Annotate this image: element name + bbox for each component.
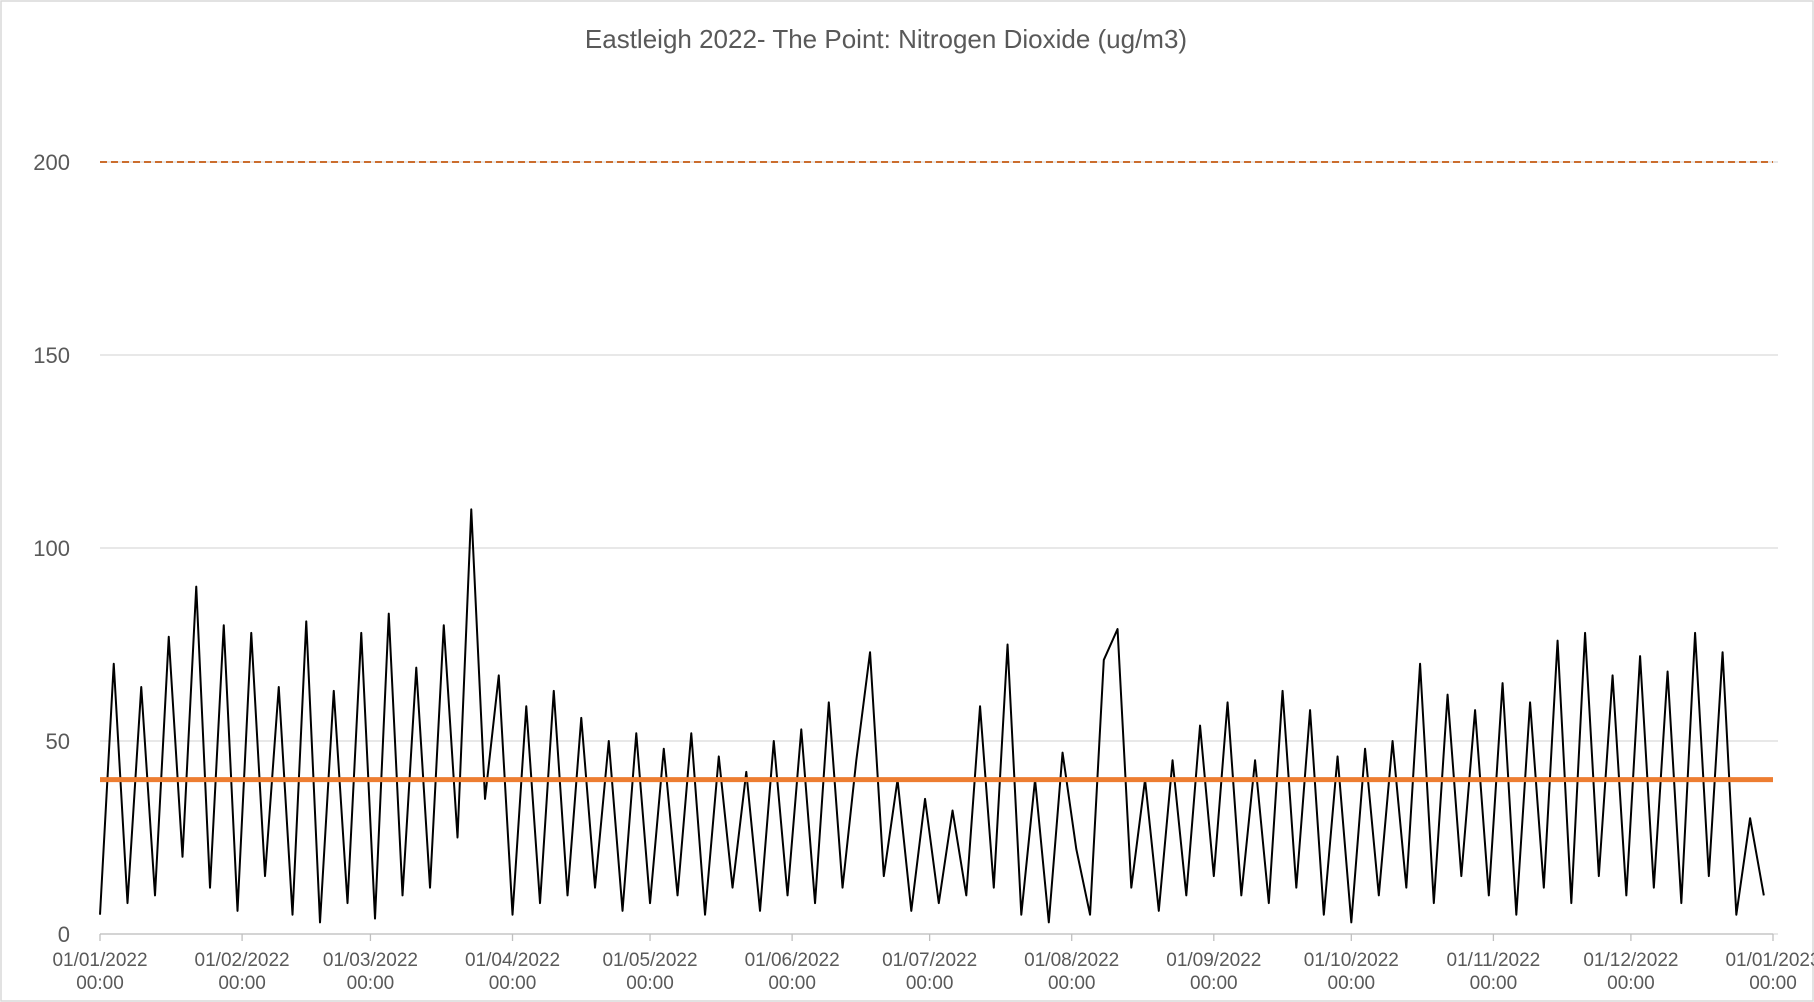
- x-tick-label: 01/11/2022 00:00: [1447, 950, 1541, 994]
- x-tick-label: 01/04/2022 00:00: [465, 950, 560, 994]
- x-tick-label-line: 01/11/2022: [1447, 950, 1541, 971]
- x-tick-label-line: 00:00: [347, 973, 395, 994]
- data-line: [99, 508, 1765, 924]
- x-tick-label: 01/07/2022 00:00: [882, 950, 977, 994]
- x-tick-label-line: 00:00: [1190, 973, 1238, 994]
- y-tick-label: 150: [33, 343, 70, 368]
- x-tick-label-line: 00:00: [1470, 973, 1518, 994]
- x-tick-label: 01/01/2022 00:00: [52, 950, 147, 994]
- x-tick-label: 01/08/2022 00:00: [1024, 950, 1119, 994]
- x-tick-label-line: 01/01/2023: [1725, 950, 1814, 971]
- x-tick-label-line: 01/12/2022: [1583, 950, 1678, 971]
- x-tick-label: 01/05/2022 00:00: [602, 950, 697, 994]
- y-tick-label: 100: [33, 536, 70, 561]
- x-tick-label-line: 00:00: [1048, 973, 1096, 994]
- x-tick-label-line: 00:00: [626, 973, 674, 994]
- x-tick-label-line: 00:00: [489, 973, 537, 994]
- x-tick-label: 01/03/2022 00:00: [323, 950, 418, 994]
- x-tick-label-line: 01/06/2022: [745, 950, 840, 971]
- x-tick-label-line: 00:00: [76, 973, 124, 994]
- x-tick-label-line: 01/09/2022: [1166, 950, 1261, 971]
- x-tick-label-line: 00:00: [1607, 973, 1655, 994]
- x-tick-label-line: 00:00: [906, 973, 954, 994]
- x-tick-label: 01/12/2022 00:00: [1583, 950, 1678, 994]
- x-tick-label-line: 01/10/2022: [1304, 950, 1399, 971]
- x-tick-label-line: 01/07/2022: [882, 950, 977, 971]
- x-tick-label: 01/02/2022 00:00: [195, 950, 290, 994]
- x-tick-label-line: 01/03/2022: [323, 950, 418, 971]
- y-tick-label: 50: [46, 729, 70, 754]
- x-tick-label-line: 01/05/2022: [602, 950, 697, 971]
- x-tick-label: 01/09/2022 00:00: [1166, 950, 1261, 994]
- y-tick-label: 200: [33, 150, 70, 175]
- x-tick-label: 01/10/2022 00:00: [1304, 950, 1399, 994]
- y-tick-label: 0: [58, 922, 70, 947]
- x-tick-label-line: 01/08/2022: [1024, 950, 1119, 971]
- x-tick-label-line: 01/01/2022: [52, 950, 147, 971]
- x-tick-label: 01/06/2022 00:00: [745, 950, 840, 994]
- chart-title: Eastleigh 2022- The Point: Nitrogen Diox…: [585, 24, 1187, 54]
- x-tick-label-line: 00:00: [1328, 973, 1376, 994]
- x-tick-label-line: 00:00: [1749, 973, 1797, 994]
- x-tick-label-line: 00:00: [218, 973, 266, 994]
- x-tick-label-line: 01/02/2022: [195, 950, 290, 971]
- x-tick-label-line: 00:00: [768, 973, 816, 994]
- x-tick-label-line: 01/04/2022: [465, 950, 560, 971]
- x-tick-label: 01/01/2023 00:00: [1725, 950, 1814, 994]
